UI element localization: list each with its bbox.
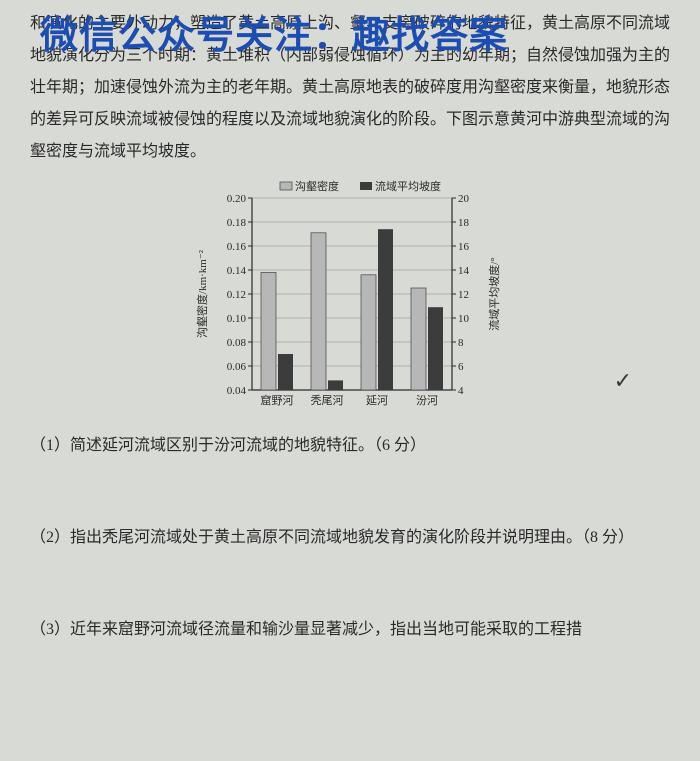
svg-text:20: 20	[458, 193, 470, 205]
svg-text:0.12: 0.12	[227, 289, 246, 301]
svg-text:0.18: 0.18	[227, 217, 247, 229]
svg-text:汾河: 汾河	[416, 394, 438, 407]
chart-container: 沟壑密度 流域平均坡度 0.04 0.06 0.08 0.10 0.12 0.14 0.16 0.…	[30, 172, 670, 422]
question-2: （2）指出秃尾河流域处于黄土高原不同流域地貌发育的演化阶段并说明理由。（8 分）	[30, 522, 670, 554]
svg-text:0.10: 0.10	[227, 313, 247, 325]
question-1: （1）简述延河流域区别于汾河流域的地貌特征。（6 分）	[30, 430, 670, 462]
svg-text:流域平均坡度/°: 流域平均坡度/°	[487, 257, 501, 330]
svg-text:0.16: 0.16	[227, 241, 247, 253]
svg-text:0.20: 0.20	[227, 193, 247, 205]
svg-text:流域平均坡度: 流域平均坡度	[375, 179, 441, 193]
question-3: （3）近年来窟野河流域径流量和输沙量显著减少，指出当地可能采取的工程措	[30, 614, 670, 646]
document-body: 和演化的主要外动力，塑造了黄土高原上沟、壑、支离破碎的地貌特征，黄土高原不同流域…	[0, 0, 700, 654]
svg-text:18: 18	[458, 217, 470, 229]
svg-text:延河: 延河	[366, 394, 388, 407]
svg-text:10: 10	[458, 313, 470, 325]
svg-text:16: 16	[458, 241, 470, 253]
bar-chart: 沟壑密度 流域平均坡度 0.04 0.06 0.08 0.10 0.12 0.14 0.16 0.…	[190, 172, 510, 422]
svg-text:0.06: 0.06	[227, 361, 247, 373]
svg-text:14: 14	[458, 265, 470, 277]
svg-text:沟壑密度: 沟壑密度	[295, 179, 339, 193]
svg-text:6: 6	[458, 361, 464, 373]
svg-text:窟野河: 窟野河	[261, 393, 294, 407]
svg-text:0.08: 0.08	[227, 337, 247, 349]
svg-text:秃尾河: 秃尾河	[311, 394, 344, 407]
svg-text:0.14: 0.14	[227, 265, 247, 277]
svg-text:4: 4	[458, 385, 464, 397]
svg-text:0.04: 0.04	[227, 385, 247, 397]
svg-text:沟壑密度/km·km⁻²: 沟壑密度/km·km⁻²	[195, 249, 209, 338]
svg-text:12: 12	[458, 289, 469, 301]
watermark-text: 微信公众号关注：趣找答案	[40, 4, 508, 59]
svg-text:8: 8	[458, 337, 464, 349]
checkmark-annotation: ✓	[614, 368, 632, 394]
